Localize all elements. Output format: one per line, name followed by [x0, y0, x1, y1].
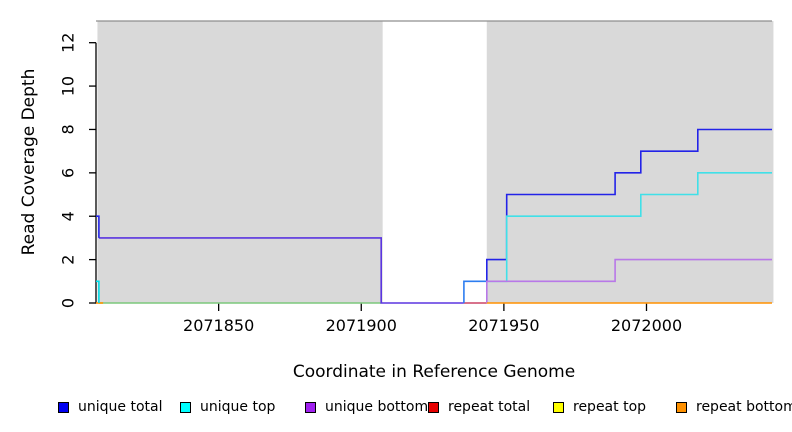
repeat-region-1	[486, 21, 774, 303]
y-axis-title: Read Coverage Depth	[19, 69, 39, 256]
x-tick-label-2072000: 2072000	[611, 316, 682, 335]
x-tick-label-2071900: 2071900	[326, 316, 397, 335]
series-path-level3-overlap-violet	[98, 237, 464, 304]
series-path-cyan-main	[486, 172, 772, 283]
axes: 0 2 4 6 8 10 12 2071850 2071900 2071950 2072000	[59, 33, 683, 335]
series-path-purple-main	[485, 258, 772, 303]
series-path-blue-main	[485, 128, 772, 282]
repeat-region-0	[97, 21, 383, 303]
series-path-cyan-start	[96, 280, 100, 303]
x-tick-label-2071950: 2071950	[468, 316, 539, 335]
y-tick-label-2: 2	[59, 255, 78, 265]
series-path-blue-cyan-overlap-azure	[463, 280, 487, 303]
y-tick-label-8: 8	[59, 124, 78, 134]
y-tick-label-0: 0	[59, 298, 78, 308]
series-lines	[96, 128, 772, 304]
y-tick-label-4: 4	[59, 211, 78, 221]
x-axis-title: Coordinate in Reference Genome	[293, 362, 575, 382]
x-tick-label-2071850: 2071850	[183, 316, 254, 335]
shaded-repeat-regions	[96, 20, 774, 303]
y-tick-label-10: 10	[59, 76, 78, 96]
y-tick-label-6: 6	[59, 168, 78, 178]
y-tick-label-12: 12	[59, 33, 78, 53]
series-path-blue-start	[96, 215, 100, 238]
